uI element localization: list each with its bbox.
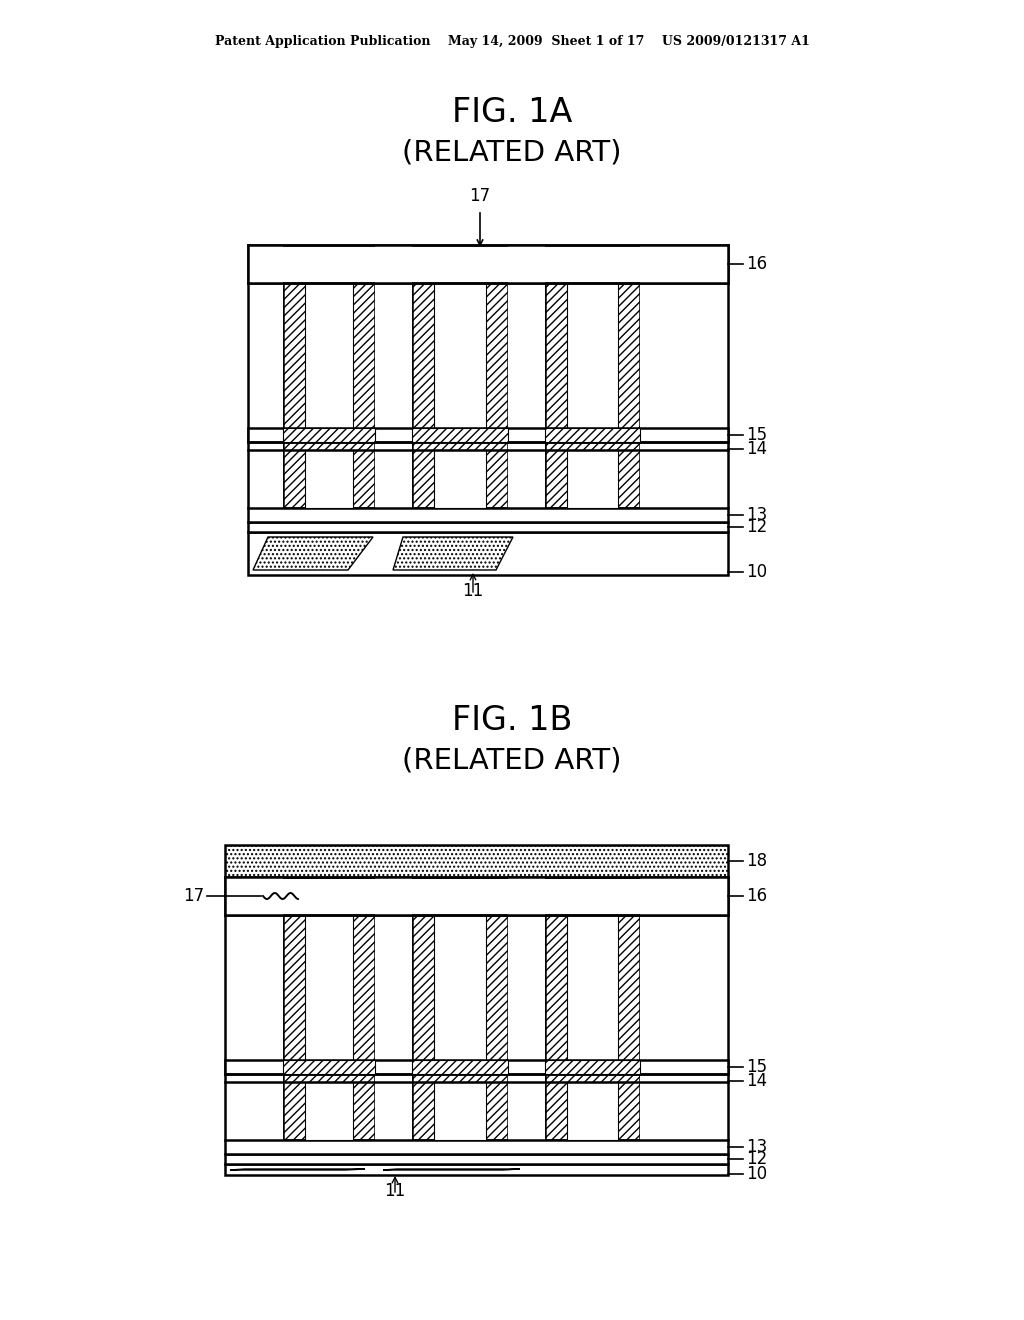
Bar [375,915,412,1140]
Bar [225,1140,728,1154]
Bar [248,521,728,532]
Text: 15: 15 [746,1059,767,1076]
Bar [283,915,375,1140]
Bar [225,915,283,1140]
Text: 12: 12 [746,1150,767,1168]
Bar [283,1060,375,1074]
Text: FIG. 1B: FIG. 1B [452,704,572,737]
Bar [567,282,618,428]
Bar [640,246,728,282]
Polygon shape [393,537,513,570]
Text: 13: 13 [746,506,767,524]
Bar [248,428,728,442]
Bar [305,282,353,428]
Bar [508,282,545,508]
Bar [567,915,618,1060]
Bar [225,1164,728,1175]
Bar [508,915,545,1140]
Bar [412,915,508,1140]
Text: 18: 18 [746,851,767,870]
Bar [567,450,618,508]
Text: 15: 15 [746,426,767,444]
Bar [225,876,283,915]
Bar [434,282,486,428]
Bar [545,1060,640,1074]
Text: 12: 12 [746,517,767,536]
Bar [640,915,728,1140]
Bar [248,246,728,282]
Bar [225,845,728,876]
Bar [375,282,412,508]
Text: 10: 10 [746,1166,767,1183]
Bar [412,428,508,442]
Bar [305,1082,353,1140]
Text: 11: 11 [384,1181,406,1200]
Bar [375,246,412,282]
Bar [434,1082,486,1140]
Bar [567,1082,618,1140]
Bar [434,450,486,508]
Bar [640,876,728,915]
Text: 16: 16 [746,255,767,273]
Text: 17: 17 [183,887,204,906]
Bar [545,282,640,508]
Bar [225,1060,728,1074]
Bar [545,915,640,1140]
Bar [434,915,486,1060]
Bar [225,876,728,915]
Text: (RELATED ART): (RELATED ART) [402,746,622,774]
Bar [508,876,545,915]
Bar [305,915,353,1060]
Text: 11: 11 [463,582,483,601]
Bar [248,532,728,576]
Bar [283,428,375,442]
Polygon shape [253,537,373,570]
Text: FIG. 1A: FIG. 1A [452,95,572,128]
Text: Patent Application Publication    May 14, 2009  Sheet 1 of 17    US 2009/0121317: Patent Application Publication May 14, 2… [215,36,809,49]
Text: 17: 17 [469,187,490,205]
Bar [225,1154,728,1164]
Bar [248,246,283,282]
Text: 16: 16 [746,887,767,906]
Text: 14: 14 [746,1072,767,1090]
Bar [248,508,728,521]
Bar [248,282,283,508]
Bar [545,428,640,442]
Bar [305,450,353,508]
Bar [375,876,412,915]
Text: 10: 10 [746,564,767,581]
Bar [283,282,375,508]
Text: 13: 13 [746,1138,767,1156]
Bar [412,282,508,508]
Text: (RELATED ART): (RELATED ART) [402,139,622,166]
Bar [508,246,545,282]
Bar [412,1060,508,1074]
Bar [640,282,728,508]
Text: 14: 14 [746,440,767,458]
